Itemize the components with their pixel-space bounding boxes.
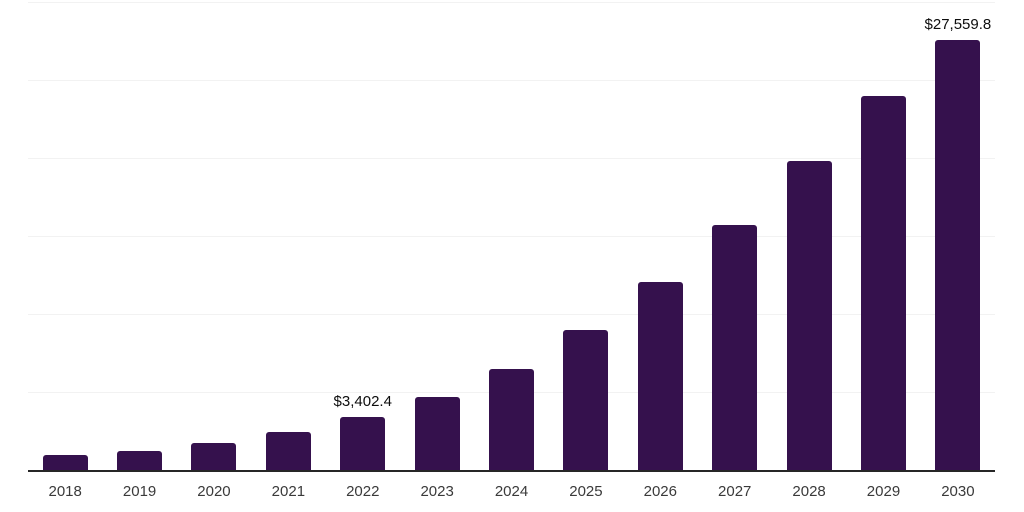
bar-2018	[42, 454, 88, 470]
bar-slot-2018: 2018	[28, 2, 102, 500]
gridline-25000	[28, 80, 995, 81]
bar-slot-2029: 2029	[846, 2, 920, 500]
bar-2022	[340, 416, 386, 470]
x-tick-2027: 2027	[718, 483, 752, 500]
gridline-30000	[28, 2, 995, 3]
bar-2029	[860, 95, 906, 470]
bar-slot-2023: 2023	[400, 2, 474, 500]
x-tick-2028: 2028	[792, 483, 826, 500]
x-tick-2024: 2024	[494, 483, 529, 500]
x-tick-2019: 2019	[122, 483, 157, 500]
x-tick-2029: 2029	[866, 483, 901, 500]
x-axis-line	[28, 470, 995, 472]
x-tick-2026: 2026	[643, 483, 677, 500]
gridline-10000	[28, 314, 995, 315]
bar-2021	[265, 432, 311, 470]
gridline-20000	[28, 158, 995, 159]
gridline-15000	[28, 236, 995, 237]
plot-area: 2018 2019 2020 2021 $3,402.4 2022 2023 2024 2025…	[28, 2, 995, 500]
bar-2024	[489, 368, 535, 470]
x-tick-2022: 2022	[346, 483, 380, 500]
data-label-2022: $3,402.4	[333, 392, 392, 410]
bar-2027	[712, 225, 758, 470]
bar-slot-2028: 2028	[772, 2, 846, 500]
bar-slot-2026: 2026	[623, 2, 697, 500]
bar-slot-2021: 2021	[251, 2, 325, 500]
x-tick-2023: 2023	[420, 483, 454, 500]
bar-slot-2020: 2020	[177, 2, 251, 500]
bar-2028	[786, 161, 832, 470]
bars-row: 2018 2019 2020 2021 $3,402.4 2022 2023 2024 2025…	[28, 2, 995, 500]
bar-slot-2030: $27,559.8 2030	[921, 2, 995, 500]
bar-2023	[414, 397, 460, 470]
x-tick-2030: 2030	[941, 483, 975, 500]
bar-slot-2024: 2024	[474, 2, 548, 500]
bar-slot-2025: 2025	[549, 2, 623, 500]
x-tick-2025: 2025	[569, 483, 603, 500]
bar-2020	[191, 442, 237, 470]
x-tick-2018: 2018	[48, 483, 82, 500]
bar-2030	[935, 40, 981, 470]
x-tick-2021: 2021	[271, 483, 306, 500]
bar-slot-2019: 2019	[102, 2, 176, 500]
data-label-2030: $27,559.8	[924, 16, 992, 34]
bar-2025	[563, 329, 609, 470]
x-tick-2020: 2020	[197, 483, 231, 500]
bar-slot-2027: 2027	[698, 2, 772, 500]
bar-2026	[637, 281, 683, 470]
bar-slot-2022: $3,402.4 2022	[326, 2, 400, 500]
bar-2019	[117, 450, 163, 470]
